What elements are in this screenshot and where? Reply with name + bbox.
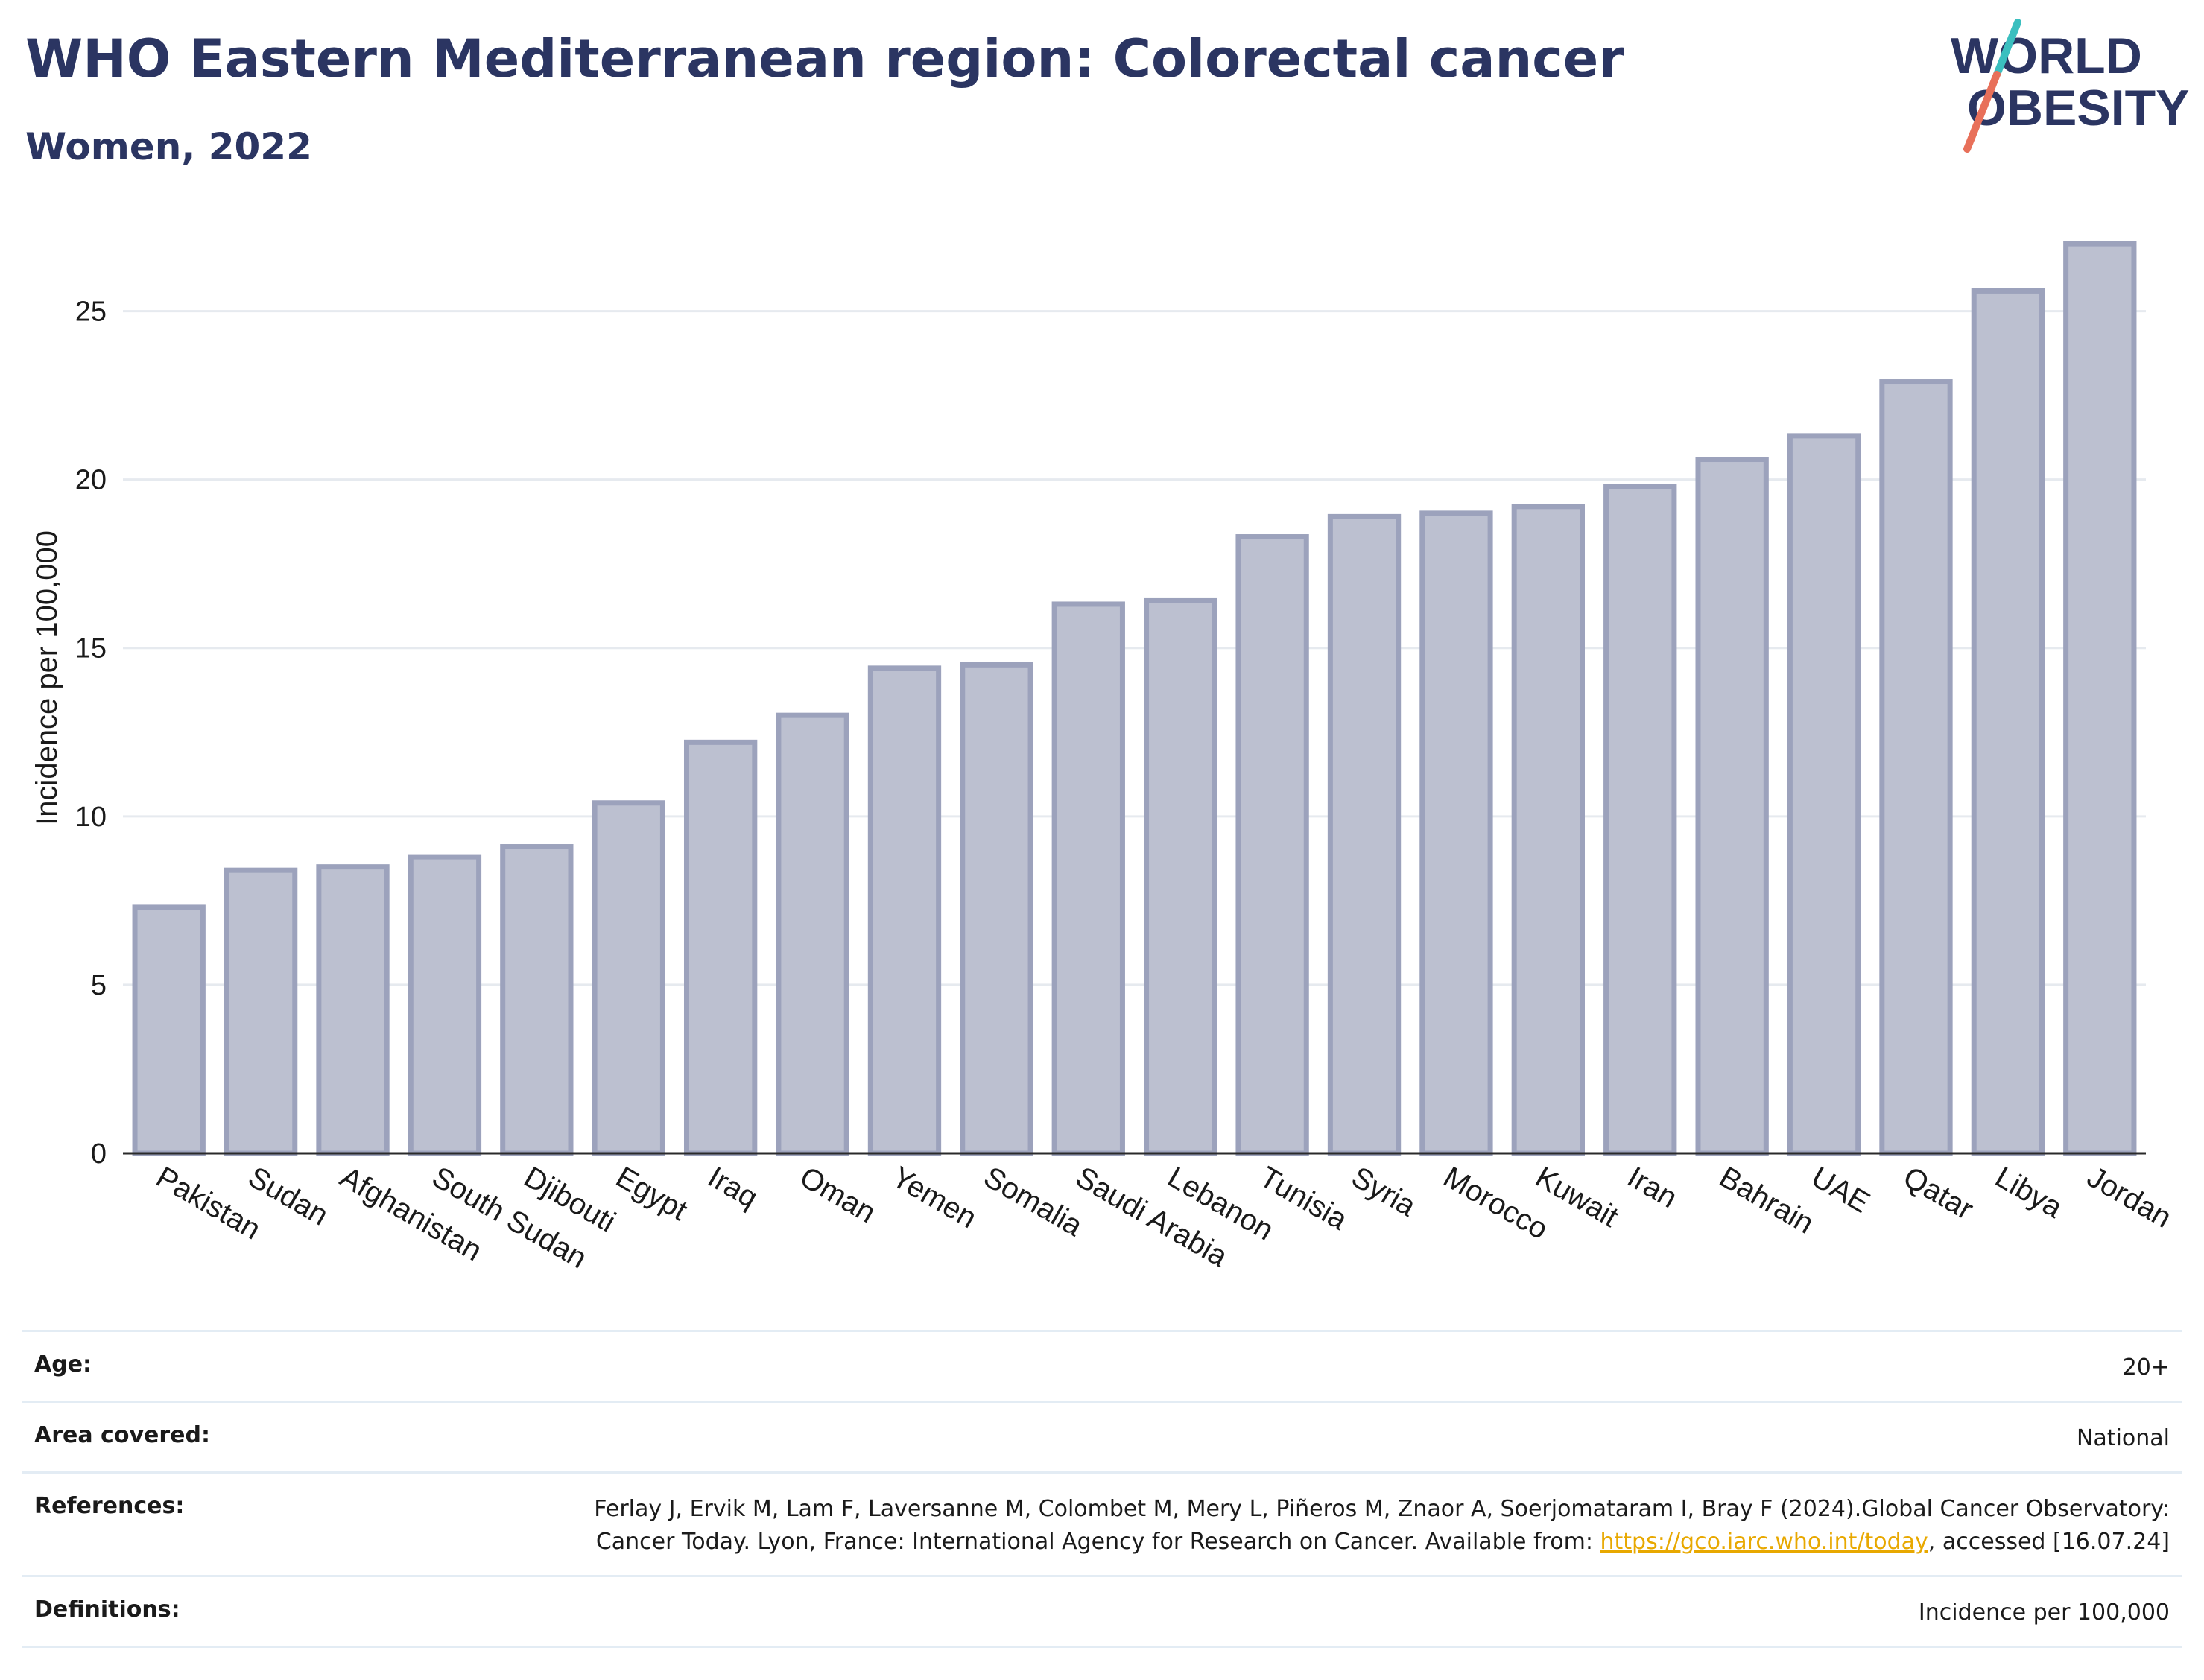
bar: [1695, 457, 1769, 1156]
bar: [867, 665, 942, 1156]
references-label: References:: [34, 1493, 185, 1519]
x-tick-label: Qatar: [1898, 1161, 1979, 1226]
meta-row-references: References: Ferlay J, Ervik M, Lam F, La…: [22, 1471, 2182, 1575]
bar: [132, 904, 206, 1156]
x-tick-label: Egypt: [610, 1161, 693, 1227]
x-tick-label: Pakistan: [151, 1161, 266, 1246]
bar: [776, 712, 849, 1156]
bar: [1144, 597, 1217, 1156]
y-axis-label: Incidence per 100,000: [31, 530, 63, 825]
bar: [1235, 534, 1309, 1156]
meta-row-area: Area covered: National: [22, 1401, 2182, 1471]
x-tick-label: Libya: [1989, 1161, 2068, 1225]
area-label: Area covered:: [34, 1422, 210, 1448]
x-tick-label: Somalia: [978, 1161, 1089, 1243]
bar: [1511, 504, 1586, 1156]
bar: [960, 662, 1033, 1156]
definitions-value: Incidence per 100,000: [1918, 1600, 2170, 1626]
references-value: Ferlay J, Ervik M, Lam F, Laversanne M, …: [531, 1493, 2170, 1559]
bar: [1051, 601, 1125, 1156]
x-tick-label: Morocco: [1438, 1161, 1554, 1246]
references-text: Ferlay J, Ervik M, Lam F, Laversanne M, …: [594, 1496, 2170, 1555]
meta-row-age: Age: 20+: [22, 1330, 2182, 1401]
meta-row-definitions: Definitions: Incidence per 100,000: [22, 1575, 2182, 1648]
definitions-label: Definitions:: [34, 1597, 180, 1623]
age-value: 20+: [2122, 1354, 2170, 1381]
references-link[interactable]: https://gco.iarc.who.int/today: [1600, 1529, 1928, 1555]
y-tick-label: 0: [91, 1138, 107, 1170]
logo-line1: WORLD: [1951, 28, 2142, 84]
bar: [1419, 510, 1493, 1156]
x-tick-label: Oman: [794, 1161, 881, 1230]
bar: [1971, 288, 2045, 1156]
x-tick-label: Syria: [1346, 1161, 1422, 1223]
bar: [1787, 433, 1861, 1156]
x-tick-label: Iran: [1622, 1161, 1683, 1215]
bar: [683, 739, 758, 1156]
bar: [1327, 513, 1402, 1156]
chart-title: WHO Eastern Mediterranean region: Colore…: [25, 28, 1624, 89]
y-tick-label: 20: [75, 465, 107, 496]
area-value: National: [2076, 1425, 2170, 1451]
x-tick-label: Yemen: [886, 1161, 982, 1235]
bar: [1603, 484, 1677, 1156]
chart-subtitle: Women, 2022: [25, 125, 312, 168]
x-tick-label: Jordan: [2082, 1161, 2177, 1234]
y-tick-label: 25: [75, 297, 107, 328]
bar: [224, 867, 298, 1156]
age-label: Age:: [34, 1351, 92, 1378]
bars: [132, 241, 2137, 1156]
bar: [1879, 379, 1953, 1156]
bar: [408, 854, 482, 1156]
y-tick-label: 15: [75, 633, 107, 665]
bar: [316, 864, 390, 1156]
world-obesity-logo: WORLD OBESITY: [1951, 19, 2190, 153]
metadata-table: Age: 20+ Area covered: National Referenc…: [22, 1330, 2182, 1648]
bar: [500, 844, 574, 1156]
x-tick-label: Bahrain: [1714, 1161, 1819, 1240]
bar: [2063, 241, 2137, 1156]
y-tick-label: 5: [91, 970, 107, 1001]
logo-line2: OBESITY: [1967, 80, 2190, 136]
x-tick-label: Iraq: [703, 1161, 764, 1215]
references-suffix: , accessed [16.07.24]: [1928, 1529, 2170, 1555]
bar: [592, 800, 665, 1156]
y-tick-label: 10: [75, 802, 107, 833]
